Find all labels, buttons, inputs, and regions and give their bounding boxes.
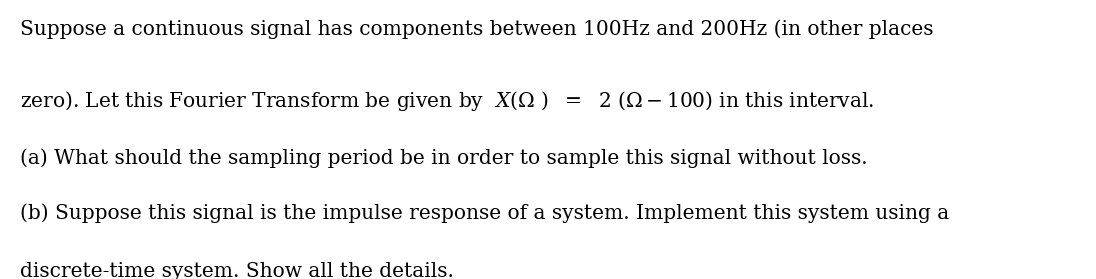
- Text: (b) Suppose this signal is the impulse response of a system. Implement this syst: (b) Suppose this signal is the impulse r…: [20, 204, 949, 223]
- Text: discrete-time system. Show all the details.: discrete-time system. Show all the detai…: [20, 262, 454, 279]
- Text: zero). Let this Fourier Transform be given by  $X(\Omega\ )\ \ =\ \ 2\ (\Omega -: zero). Let this Fourier Transform be giv…: [20, 89, 874, 113]
- Text: (a) What should the sampling period be in order to sample this signal without lo: (a) What should the sampling period be i…: [20, 148, 867, 167]
- Text: Suppose a continuous signal has components between 100Hz and 200Hz (in other pla: Suppose a continuous signal has componen…: [20, 20, 933, 39]
